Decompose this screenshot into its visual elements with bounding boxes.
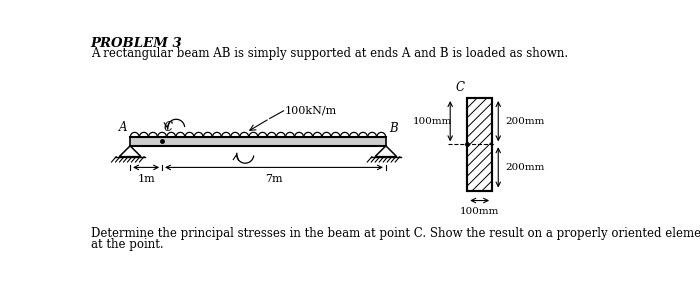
Text: at the point.: at the point.: [90, 238, 163, 251]
Text: 200mm: 200mm: [505, 163, 545, 172]
Text: 1m: 1m: [137, 174, 155, 184]
Text: Determine the principal stresses in the beam at point C. Show the result on a pr: Determine the principal stresses in the …: [90, 227, 700, 240]
Text: C: C: [455, 81, 464, 94]
Text: 100mm: 100mm: [460, 207, 499, 216]
Text: A rectangular beam AB is simply supported at ends A and B is loaded as shown.: A rectangular beam AB is simply supporte…: [90, 47, 568, 60]
Text: PROBLEM 3: PROBLEM 3: [90, 36, 182, 50]
Text: C: C: [164, 121, 173, 134]
Text: 100mm: 100mm: [413, 117, 452, 126]
Text: A: A: [118, 121, 127, 134]
Text: 7m: 7m: [265, 174, 283, 184]
Text: 200mm: 200mm: [505, 117, 545, 126]
Polygon shape: [130, 137, 386, 146]
Polygon shape: [468, 98, 492, 190]
Text: B: B: [389, 122, 398, 135]
Text: 100kN/m: 100kN/m: [285, 106, 337, 116]
